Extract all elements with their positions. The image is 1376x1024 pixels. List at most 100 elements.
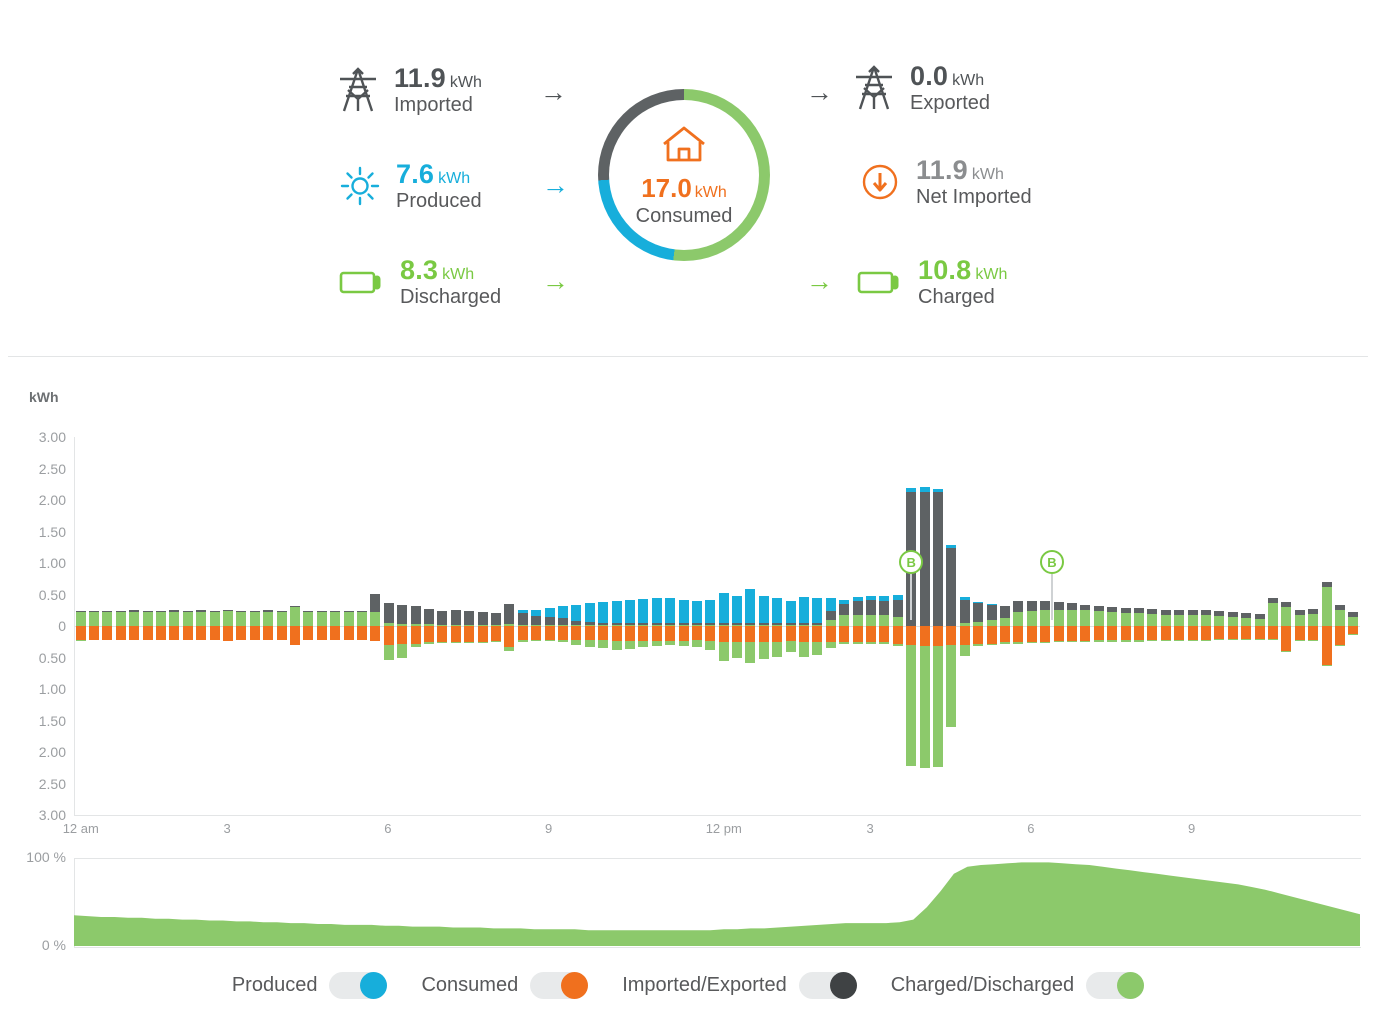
bar-group: [718, 437, 729, 815]
bar-segment-imported: [156, 610, 167, 613]
legend-item[interactable]: Imported/Exported: [622, 972, 857, 999]
bar-group: [892, 437, 903, 815]
bar-segment-imported: [89, 610, 100, 613]
bar-segment-discharged: [397, 624, 408, 626]
bar-segment-imported: [1160, 609, 1171, 615]
bar-group: [1040, 437, 1051, 815]
legend-item[interactable]: Consumed: [421, 972, 589, 999]
bar-segment-imported: [1026, 600, 1037, 611]
bar-segment-consumed: [986, 626, 997, 644]
bar-segment-consumed: [812, 626, 823, 642]
bar-group: [1000, 437, 1010, 815]
battery-icon: [338, 265, 386, 299]
legend-toggle[interactable]: [1086, 972, 1145, 999]
donut-unit: kWh: [694, 184, 727, 201]
bar-segment-discharged: [665, 624, 676, 626]
y-tick: 2.50: [38, 460, 66, 477]
bar-segment-consumed: [799, 626, 810, 642]
donut-value: 17.0: [641, 173, 692, 203]
stat-unit: kWh: [975, 266, 1008, 283]
bar-segment-consumed: [263, 626, 274, 641]
legend-label: Consumed: [421, 974, 519, 996]
legend-item[interactable]: Produced: [232, 972, 388, 999]
legend-label: Imported/Exported: [622, 974, 787, 996]
bar-segment-imported: [718, 623, 729, 625]
bar-segment-charged: [383, 644, 394, 660]
bar-group: [1334, 437, 1345, 815]
toggle-knob[interactable]: [561, 972, 589, 999]
bar-segment-discharged: [477, 624, 488, 626]
legend-item[interactable]: Charged/Discharged: [891, 972, 1145, 999]
bar-segment-imported: [1080, 604, 1091, 611]
bar-segment-imported: [75, 610, 86, 613]
bar-segment-imported: [236, 610, 247, 613]
bar-segment-imported: [598, 623, 609, 625]
bar-segment-imported: [745, 623, 756, 625]
bar-segment-charged: [571, 640, 582, 645]
bar-group: [1254, 437, 1265, 815]
bar-segment-imported: [772, 623, 783, 625]
bar-segment-consumed: [1053, 626, 1064, 642]
bar-segment-produced: [919, 487, 930, 492]
bar-segment-discharged: [504, 624, 515, 626]
bar-segment-imported: [383, 603, 394, 624]
bar-segment-charged: [1267, 638, 1278, 640]
bar-segment-discharged: [718, 624, 729, 626]
bar-group: [357, 437, 367, 815]
bar-segment-charged: [906, 644, 917, 767]
stat-label: Net Imported: [916, 186, 1032, 209]
bar-group: [879, 437, 890, 815]
bar-segment-imported: [357, 610, 367, 613]
toggle-knob[interactable]: [360, 972, 388, 999]
bar-segment-imported: [624, 623, 635, 625]
stat-net-imported: 11.9 kWh Net Imported: [858, 156, 1032, 208]
legend-toggle[interactable]: [530, 972, 589, 999]
bar-segment-produced: [892, 595, 903, 600]
bar-segment-consumed: [879, 626, 890, 642]
stat-exported: 0.0 kWh Exported: [852, 62, 990, 114]
bar-group: [129, 437, 140, 815]
legend-toggle[interactable]: [329, 972, 388, 999]
bar-segment-produced: [517, 609, 528, 614]
bar-segment-produced: [852, 597, 863, 602]
bar-segment-discharged: [1187, 615, 1198, 626]
bar-segment-imported: [290, 605, 301, 608]
bar-segment-charged: [490, 641, 501, 643]
bar-segment-charged: [1214, 639, 1225, 641]
bar-segment-imported: [946, 547, 957, 626]
flow-arrow-imported: →: [540, 77, 567, 107]
bar-segment-imported: [1120, 608, 1131, 614]
toggle-knob[interactable]: [1117, 972, 1145, 999]
bar-segment-discharged: [129, 611, 140, 626]
legend-toggle[interactable]: [798, 972, 857, 999]
bar-segment-charged: [825, 641, 836, 649]
bar-group: [437, 437, 448, 815]
bar-segment-consumed: [1160, 626, 1171, 640]
y-tick: 2.00: [38, 744, 66, 760]
bar-segment-charged: [946, 644, 957, 728]
bar-group: [571, 437, 582, 815]
bar-segment-charged: [1294, 639, 1305, 642]
bar-segment-discharged: [437, 624, 448, 626]
bar-segment-consumed: [624, 626, 635, 642]
bar-segment-charged: [745, 642, 756, 664]
marker-badge[interactable]: B: [1039, 550, 1064, 574]
bar-segment-charged: [691, 640, 702, 647]
bar-segment-discharged: [343, 612, 354, 626]
y-tick: 2.50: [38, 775, 66, 792]
bar-segment-produced: [866, 595, 877, 601]
bar-segment-discharged: [357, 612, 367, 626]
bar-segment-consumed: [866, 626, 877, 642]
toggle-knob[interactable]: [829, 972, 857, 999]
marker-badge[interactable]: B: [899, 550, 924, 574]
bar-segment-imported: [1348, 612, 1359, 618]
bar-group: [397, 437, 408, 815]
bar-segment-produced: [732, 595, 743, 624]
bar-segment-discharged: [839, 614, 850, 626]
bar-segment-imported: [531, 615, 542, 625]
bar-segment-charged: [986, 643, 997, 645]
bar-group: [464, 437, 475, 815]
bar-segment-charged: [397, 644, 408, 659]
bar-segment-discharged: [678, 624, 689, 626]
bar-segment-discharged: [1160, 614, 1171, 626]
